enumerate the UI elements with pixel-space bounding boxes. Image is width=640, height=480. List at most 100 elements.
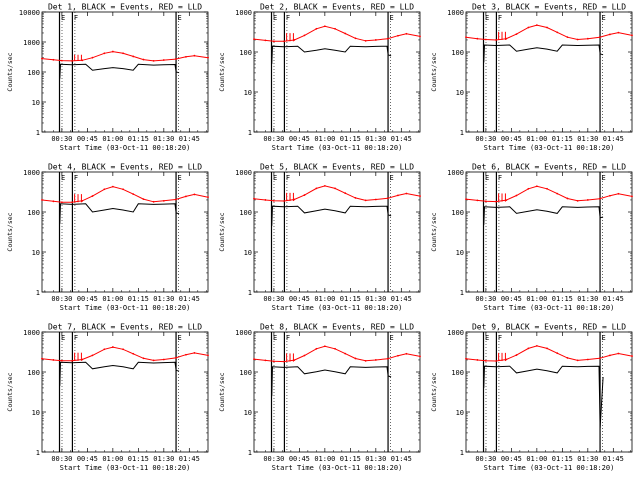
lld-point — [334, 347, 336, 350]
x-tick-label: 00:30 — [51, 455, 72, 463]
lld-point — [174, 357, 177, 359]
x-tick-label: 00:45 — [77, 135, 98, 143]
marker-label: E — [61, 334, 65, 342]
plot-frame — [465, 171, 633, 293]
lld-point — [152, 359, 155, 362]
x-tick-label: 01:45 — [603, 455, 624, 463]
lld-point — [495, 39, 497, 41]
marker-label: E — [273, 334, 277, 342]
lld-series-line — [41, 186, 209, 203]
x-axis-label: Start Time (03-Oct-11 00:18:20) — [484, 144, 615, 152]
lld-point — [152, 200, 155, 203]
y-axis-label: Counts/sec — [6, 212, 14, 251]
lld-point — [323, 25, 326, 28]
lld-point — [515, 194, 518, 197]
lld-point — [598, 357, 601, 360]
lld-point — [41, 357, 43, 360]
marker-label: F — [498, 174, 502, 182]
lld-point — [405, 352, 408, 355]
y-tick-label: 1000 — [23, 39, 40, 47]
lld-point — [264, 39, 267, 42]
lld-point — [303, 354, 306, 357]
x-tick-label: 01:30 — [365, 135, 386, 143]
y-axis-label: Counts/sec — [430, 212, 438, 251]
y-axis-label: Counts/sec — [218, 52, 226, 91]
lld-point — [484, 38, 487, 41]
x-tick-label: 01:00 — [526, 135, 547, 143]
x-axis-label: Start Time (03-Oct-11 00:18:20) — [272, 304, 403, 312]
marker-label: F — [498, 334, 502, 342]
marker-label: E — [390, 334, 394, 342]
lld-point — [60, 59, 63, 62]
y-tick-label: 100 — [451, 209, 464, 217]
lld-point — [364, 359, 367, 362]
x-tick-label: 01:15 — [552, 135, 573, 143]
panel-4: Det 4, BLACK = Events, RED = LLD 1 10 100 10… — [6, 163, 209, 312]
x-tick-label: 00:45 — [501, 455, 522, 463]
x-tick-label: 01:00 — [314, 295, 335, 303]
lld-point — [476, 359, 479, 361]
events-series-line — [483, 365, 604, 428]
y-axis-label: Counts/sec — [218, 372, 226, 411]
marker-label: E — [485, 334, 489, 342]
lld-point — [71, 59, 73, 62]
x-tick-label: 00:45 — [289, 135, 310, 143]
marker-label: F — [74, 14, 78, 22]
lld-point — [364, 39, 367, 42]
x-tick-label: 00:30 — [51, 295, 72, 303]
lld-point — [122, 348, 124, 351]
lld-point — [303, 34, 306, 37]
marker-label: E — [273, 174, 277, 182]
lld-point — [272, 360, 275, 363]
lld-point — [397, 34, 399, 37]
lld-point — [111, 185, 114, 188]
events-series-line — [271, 366, 392, 397]
lld-point — [111, 346, 114, 348]
lld-point — [334, 187, 336, 190]
lld-point — [419, 35, 421, 38]
lld-point — [505, 199, 508, 202]
lld-point — [52, 58, 55, 61]
lld-point — [60, 201, 63, 204]
lld-point — [323, 345, 326, 348]
x-tick-label: 01:00 — [526, 455, 547, 463]
x-tick-label: 01:15 — [128, 135, 149, 143]
lld-point — [527, 187, 530, 190]
lld-point — [566, 197, 569, 200]
lld-point — [142, 198, 145, 201]
lld-point — [419, 355, 421, 358]
events-series-line — [483, 44, 604, 63]
plot-frame — [465, 331, 633, 453]
marker-label: E — [178, 174, 182, 182]
lld-point — [576, 38, 579, 41]
x-tick-label: 01:45 — [603, 135, 624, 143]
lld-point — [617, 192, 620, 195]
lld-point — [162, 358, 165, 361]
lld-point — [174, 58, 177, 60]
panel-title: Det 1, BLACK = Events, RED = LLD — [48, 3, 202, 12]
lld-point — [465, 36, 467, 39]
y-tick-label: 10 — [456, 89, 464, 97]
x-tick-label: 01:00 — [314, 455, 335, 463]
x-tick-label: 01:00 — [102, 135, 123, 143]
lld-point — [132, 352, 135, 355]
x-tick-label: 01:30 — [153, 455, 174, 463]
events-series-line — [271, 205, 392, 226]
lld-point — [354, 357, 357, 360]
x-axis-label: Start Time (03-Oct-11 00:18:20) — [60, 464, 191, 472]
marker-label: E — [485, 14, 489, 22]
y-tick-label: 10 — [32, 249, 40, 257]
lld-point — [515, 354, 518, 356]
y-axis-label: Counts/sec — [6, 372, 14, 411]
lld-point — [303, 194, 306, 196]
x-tick-label: 01:30 — [153, 135, 174, 143]
y-tick-label: 1 — [36, 449, 40, 457]
panel-9: Det 9, BLACK = Events, RED = LLD 1 10 100 10… — [430, 323, 633, 472]
lld-point — [609, 33, 611, 36]
x-tick-label: 01:45 — [391, 295, 412, 303]
lld-point — [617, 31, 620, 34]
lld-point — [566, 36, 569, 39]
lld-point — [344, 352, 347, 355]
lld-point — [174, 198, 177, 201]
events-series-line — [59, 361, 180, 386]
